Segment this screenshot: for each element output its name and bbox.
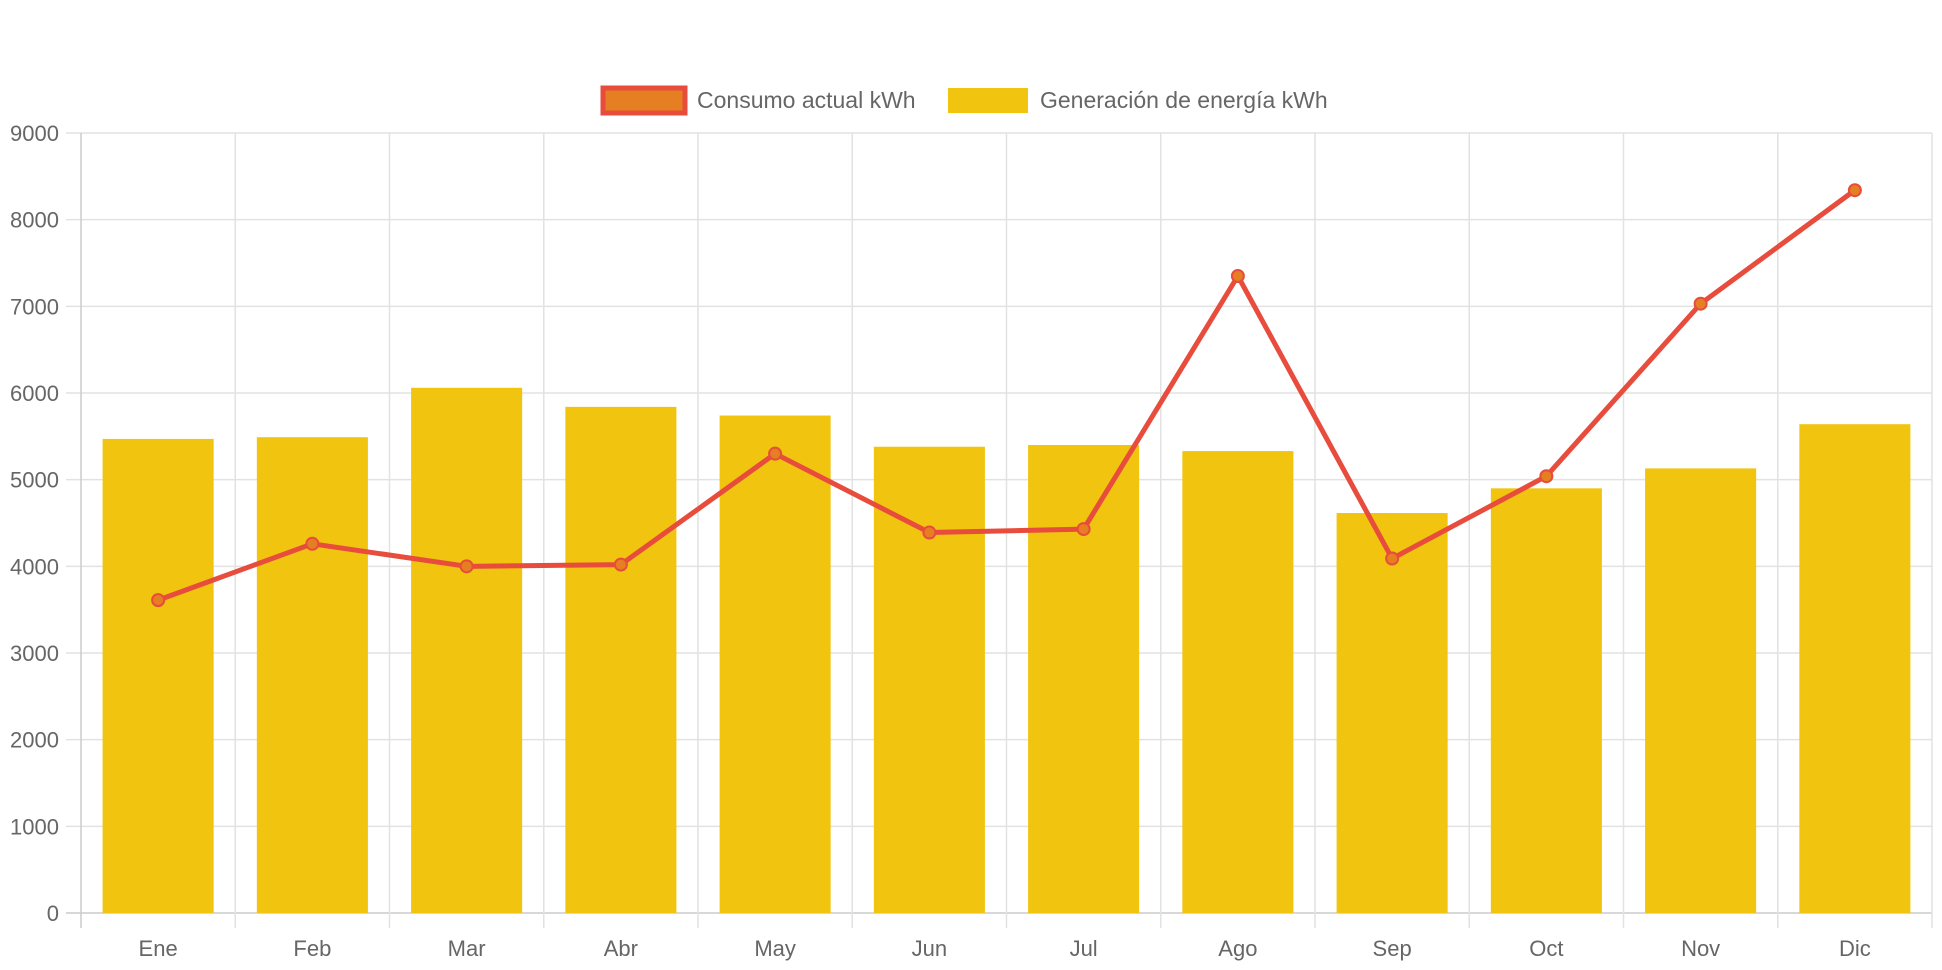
x-tick-label: Feb xyxy=(293,936,331,961)
bar xyxy=(1490,488,1602,913)
legend-label-consumo: Consumo actual kWh xyxy=(697,87,916,113)
line-point xyxy=(1847,183,1862,198)
y-tick-label: 1000 xyxy=(10,814,59,839)
bar xyxy=(411,387,523,913)
x-tick-label: Abr xyxy=(604,936,638,961)
line-point xyxy=(1230,269,1245,283)
legend-label-generacion: Generación de energía kWh xyxy=(1040,87,1328,113)
legend-swatch-consumo xyxy=(600,85,688,116)
x-tick-label: Jul xyxy=(1070,936,1098,961)
line-point xyxy=(1076,522,1091,537)
bar xyxy=(565,406,677,913)
bar-series-generacion xyxy=(102,387,1911,913)
x-tick-label: Sep xyxy=(1373,936,1412,961)
y-tick-label: 3000 xyxy=(10,641,59,666)
bar xyxy=(873,446,985,913)
y-tick-label: 9000 xyxy=(10,121,59,146)
y-tick-label: 6000 xyxy=(10,381,59,406)
line-series-consumo xyxy=(151,183,1862,608)
bar xyxy=(102,438,214,913)
x-tick-label: Ene xyxy=(139,936,178,961)
x-tick-label: Dic xyxy=(1839,936,1871,961)
bar xyxy=(1799,424,1911,913)
legend-item-generacion[interactable]: Generación de energía kWh xyxy=(948,87,1328,113)
x-tick-label: May xyxy=(754,936,796,961)
line-point xyxy=(1385,551,1400,566)
line-point xyxy=(305,536,320,551)
line-path xyxy=(157,188,1857,603)
line-point xyxy=(922,525,937,540)
line-point xyxy=(768,446,783,461)
line-point xyxy=(151,593,166,608)
x-tick-label: Jun xyxy=(912,936,947,961)
legend: Consumo actual kWh Generación de energía… xyxy=(600,85,1328,116)
legend-swatch-generacion xyxy=(948,88,1028,113)
line-point xyxy=(1539,469,1554,484)
y-axis: 0 1000 2000 3000 4000 5000 6000 7000 8000 9000 xyxy=(10,121,59,926)
line-point xyxy=(613,557,628,572)
y-tick-label: 5000 xyxy=(10,468,59,493)
y-tick-label: 0 xyxy=(47,901,59,926)
y-tick-label: 2000 xyxy=(10,728,59,753)
x-axis: Ene Feb Mar Abr May Jun Jul Ago Sep Oct Nov Dic xyxy=(139,936,1871,961)
bar xyxy=(719,415,831,913)
x-tick-label: Mar xyxy=(448,936,486,961)
legend-item-consumo[interactable]: Consumo actual kWh xyxy=(600,85,916,116)
line-point xyxy=(1693,296,1708,311)
bar xyxy=(1336,513,1448,913)
x-tick-label: Oct xyxy=(1529,936,1563,961)
bar xyxy=(256,437,368,913)
y-tick-label: 8000 xyxy=(10,208,59,233)
bar xyxy=(1182,451,1294,913)
grid xyxy=(66,132,1933,928)
x-tick-label: Ago xyxy=(1218,936,1257,961)
line-point xyxy=(459,559,474,574)
y-tick-label: 7000 xyxy=(10,294,59,319)
x-tick-label: Nov xyxy=(1681,936,1720,961)
y-tick-label: 4000 xyxy=(10,554,59,579)
bar xyxy=(1645,468,1757,913)
bar xyxy=(1028,445,1140,913)
